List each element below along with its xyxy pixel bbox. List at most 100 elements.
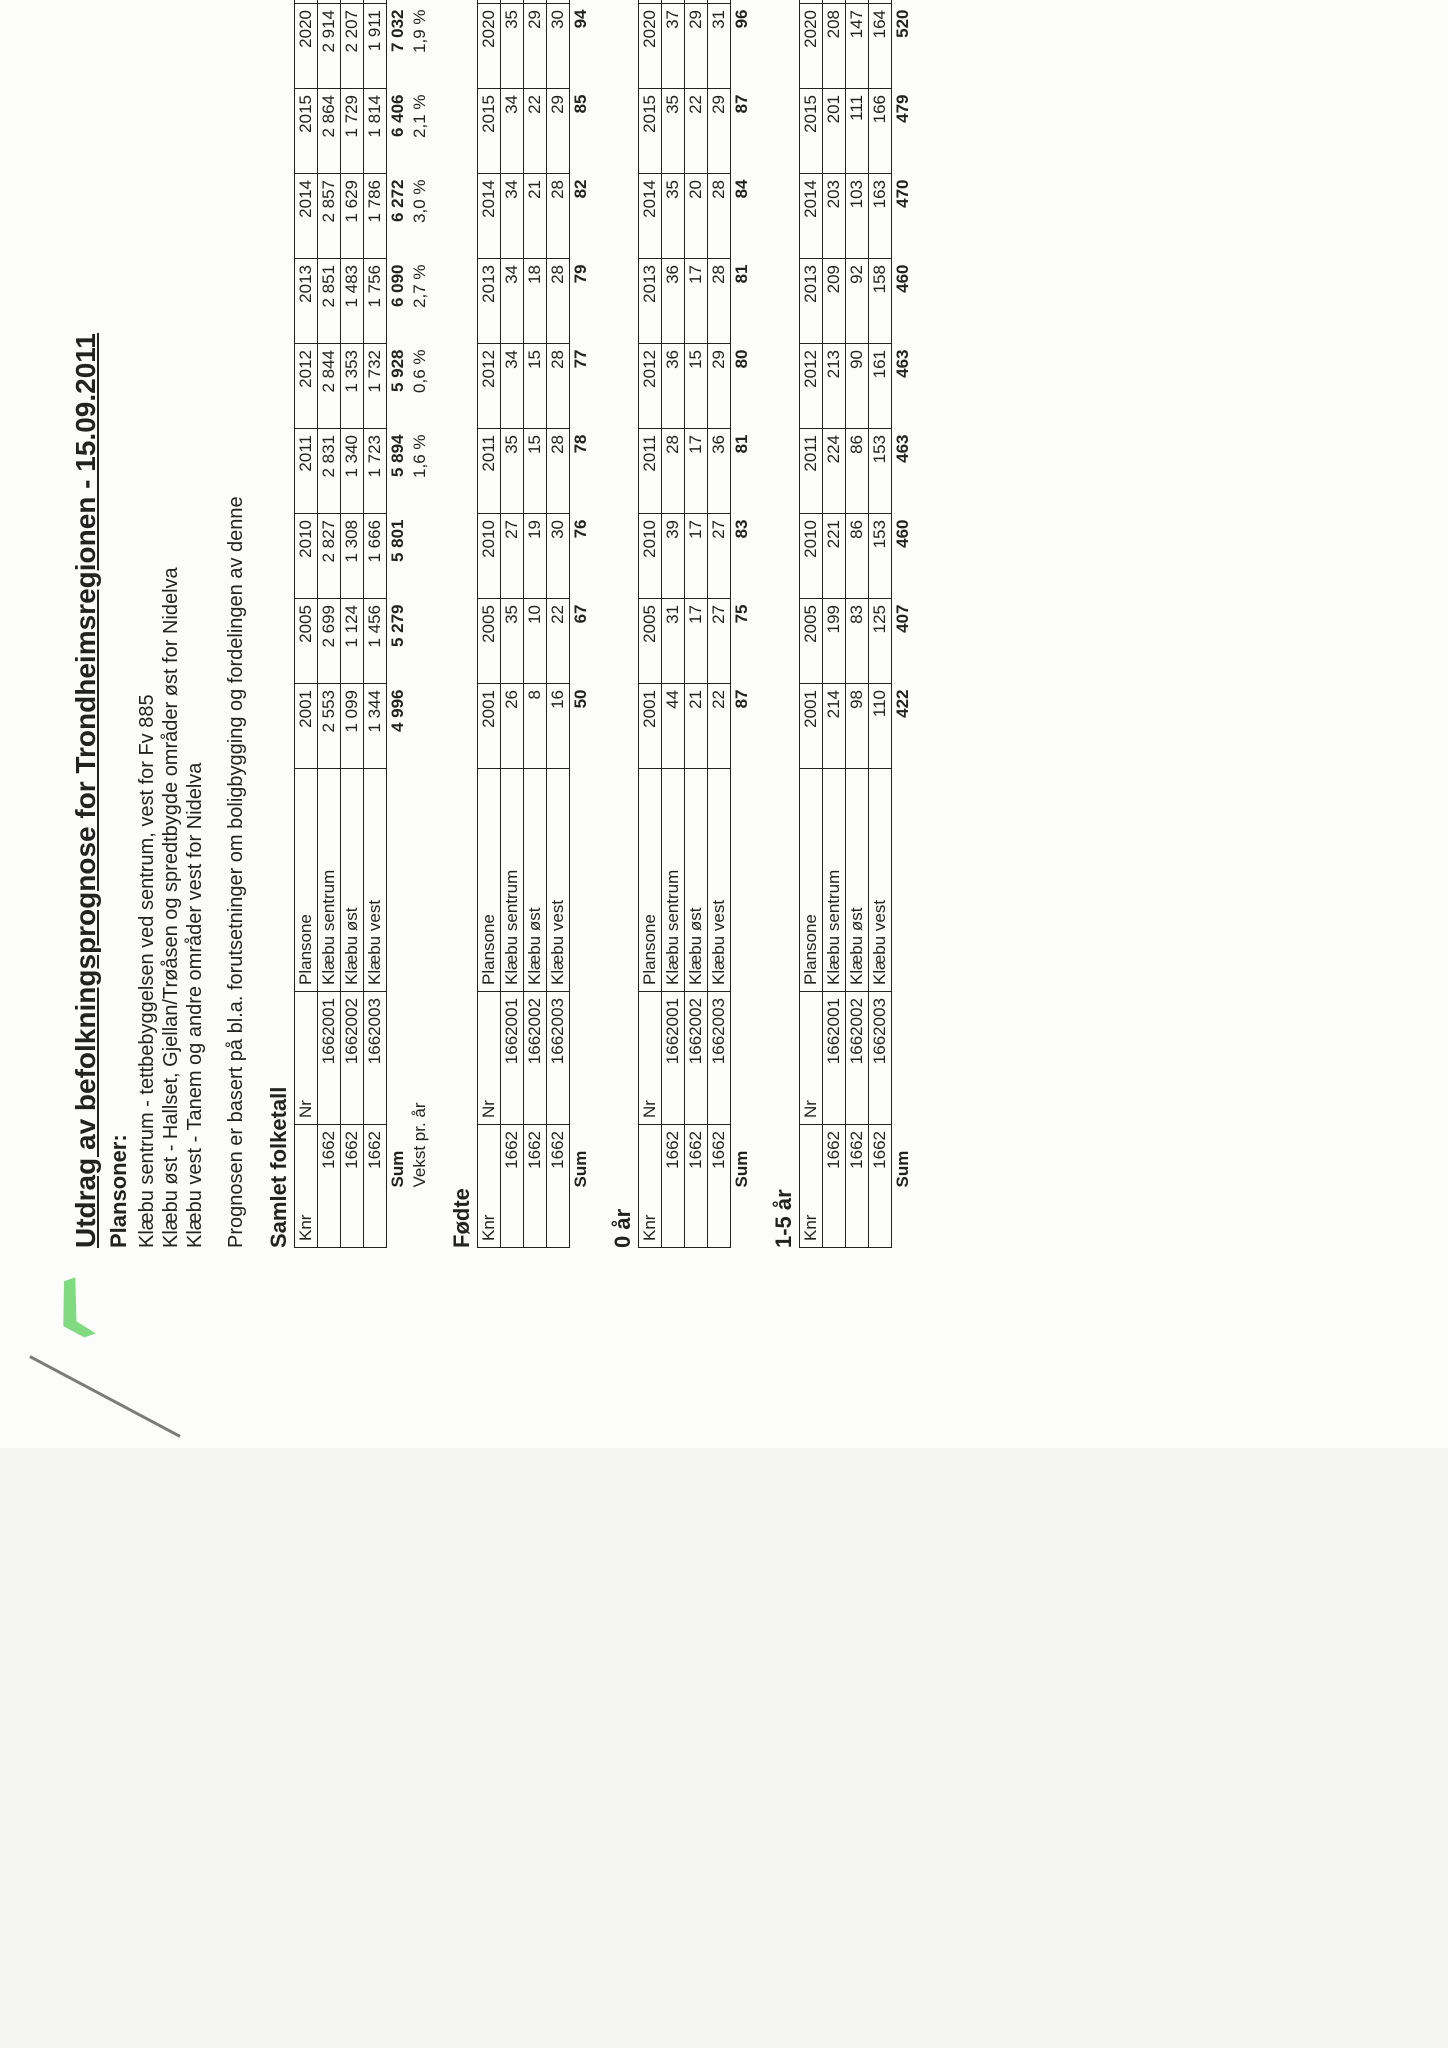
cell-value: 2 959 [318, 0, 341, 4]
cell-value: 30 [547, 0, 570, 4]
col-header-year: 2014 [639, 174, 662, 259]
cell-value: 2 851 [318, 259, 341, 344]
col-header-year: 2013 [800, 259, 823, 344]
cell-nr: 1662001 [318, 992, 341, 1125]
col-header-year: 2001 [478, 684, 501, 769]
cell-value: 17 [685, 599, 708, 684]
col-header-year: 2025 [800, 0, 823, 4]
cell-value: 208 [823, 4, 846, 89]
cell-value: 31 [708, 0, 731, 4]
cell-value: 1 308 [341, 514, 364, 599]
col-header-year: 2005 [295, 599, 318, 684]
col-header-year: 2013 [639, 259, 662, 344]
cell-value: 31 [524, 0, 547, 4]
cell-value: 2 699 [318, 599, 341, 684]
section-title: Samlet folketall [266, 0, 292, 1248]
cell-value: 169 [846, 0, 869, 4]
prognose-note: Prognosen er basert på bl.a. forutsetnin… [225, 0, 248, 1248]
data-table: KnrNrPlansone200120052010201120122013201… [638, 0, 753, 1248]
cell-nr: 1662003 [869, 992, 892, 1125]
cell-plan: Klæbu øst [846, 769, 869, 992]
cell-value: 153 [869, 429, 892, 514]
col-header-year: 2015 [800, 89, 823, 174]
sum-value: 6 406 [387, 89, 410, 174]
cell-plan: Klæbu sentrum [823, 769, 846, 992]
sum-value: 95 [570, 0, 593, 4]
cell-value: 83 [846, 599, 869, 684]
col-header-year: 2001 [639, 684, 662, 769]
plansoner-label: Plansoner: [106, 0, 132, 1248]
col-header-year: 2011 [800, 429, 823, 514]
cell-value: 35 [501, 599, 524, 684]
cell-knr: 1662 [547, 1125, 570, 1248]
cell-value: 8 [524, 684, 547, 769]
cell-value: 1 353 [341, 344, 364, 429]
cell-knr: 1662 [662, 1125, 685, 1248]
col-header-nr: Nr [478, 992, 501, 1125]
cell-nr: 1662002 [524, 992, 547, 1125]
col-header-year: 2010 [295, 514, 318, 599]
cell-value: 1 099 [341, 684, 364, 769]
cell-value: 36 [662, 0, 685, 4]
cell-value: 29 [708, 89, 731, 174]
cell-value: 26 [501, 684, 524, 769]
sum-value: 520 [892, 4, 915, 89]
cell-value: 35 [501, 429, 524, 514]
col-header-year: 2014 [800, 174, 823, 259]
sum-value: 7 562 [387, 0, 410, 4]
cell-knr: 1662 [846, 1125, 869, 1248]
vekst-value: 3,0 % [409, 174, 431, 259]
col-header-nr: Nr [295, 992, 318, 1125]
sum-value: 6 272 [387, 174, 410, 259]
col-header-plan: Plansone [478, 769, 501, 992]
col-header-year: 2020 [639, 4, 662, 89]
cell-plan: Klæbu sentrum [318, 769, 341, 992]
cell-value: 210 [823, 0, 846, 4]
col-header-year: 2012 [639, 344, 662, 429]
sum-value: 80 [731, 344, 754, 429]
table-row: 16621662003Klæbu vest2227273629282829313… [708, 0, 731, 1248]
cell-value: 201 [823, 89, 846, 174]
vekst-value [409, 599, 431, 684]
cell-value: 1 340 [341, 429, 364, 514]
cell-value: 161 [869, 344, 892, 429]
cell-nr: 1662001 [823, 992, 846, 1125]
cell-value: 32 [685, 0, 708, 4]
cell-nr: 1662003 [708, 992, 731, 1125]
cell-value: 1 666 [364, 514, 387, 599]
cell-value: 17 [685, 259, 708, 344]
cell-value: 1 456 [364, 599, 387, 684]
cell-value: 28 [662, 429, 685, 514]
cell-value: 36 [662, 344, 685, 429]
cell-value: 29 [547, 89, 570, 174]
vekst-value: 1,9 % [409, 4, 431, 89]
cell-value: 22 [524, 89, 547, 174]
sum-value: 82 [570, 174, 593, 259]
col-header-year: 2012 [800, 344, 823, 429]
cell-value: 147 [846, 4, 869, 89]
col-header-year: 2010 [800, 514, 823, 599]
cell-value: 158 [869, 259, 892, 344]
data-table: KnrNrPlansone200120052010201120122013201… [799, 0, 914, 1248]
section-title: Fødte [449, 0, 475, 1248]
cell-plan: Klæbu sentrum [662, 769, 685, 992]
cell-value: 153 [869, 514, 892, 599]
cell-value: 31 [708, 4, 731, 89]
vekst-value: 2,7 % [409, 259, 431, 344]
cell-value: 22 [547, 599, 570, 684]
cell-value: 15 [524, 429, 547, 514]
col-header-knr: Knr [295, 1125, 318, 1248]
section-title: 0 år [610, 0, 636, 1248]
corner-slash-mark [29, 1355, 181, 1437]
cell-nr: 1662003 [364, 992, 387, 1125]
cell-nr: 1662002 [341, 992, 364, 1125]
cell-value: 17 [685, 429, 708, 514]
cell-plan: Klæbu øst [685, 769, 708, 992]
col-header-year: 2025 [295, 0, 318, 4]
table-row: 16621662003Klæbu vest1 3441 4561 6661 72… [364, 0, 387, 1248]
cell-value: 166 [869, 89, 892, 174]
cell-value: 28 [708, 174, 731, 259]
cell-value: 27 [501, 514, 524, 599]
cell-value: 1 729 [341, 89, 364, 174]
sum-value: 50 [570, 684, 593, 769]
